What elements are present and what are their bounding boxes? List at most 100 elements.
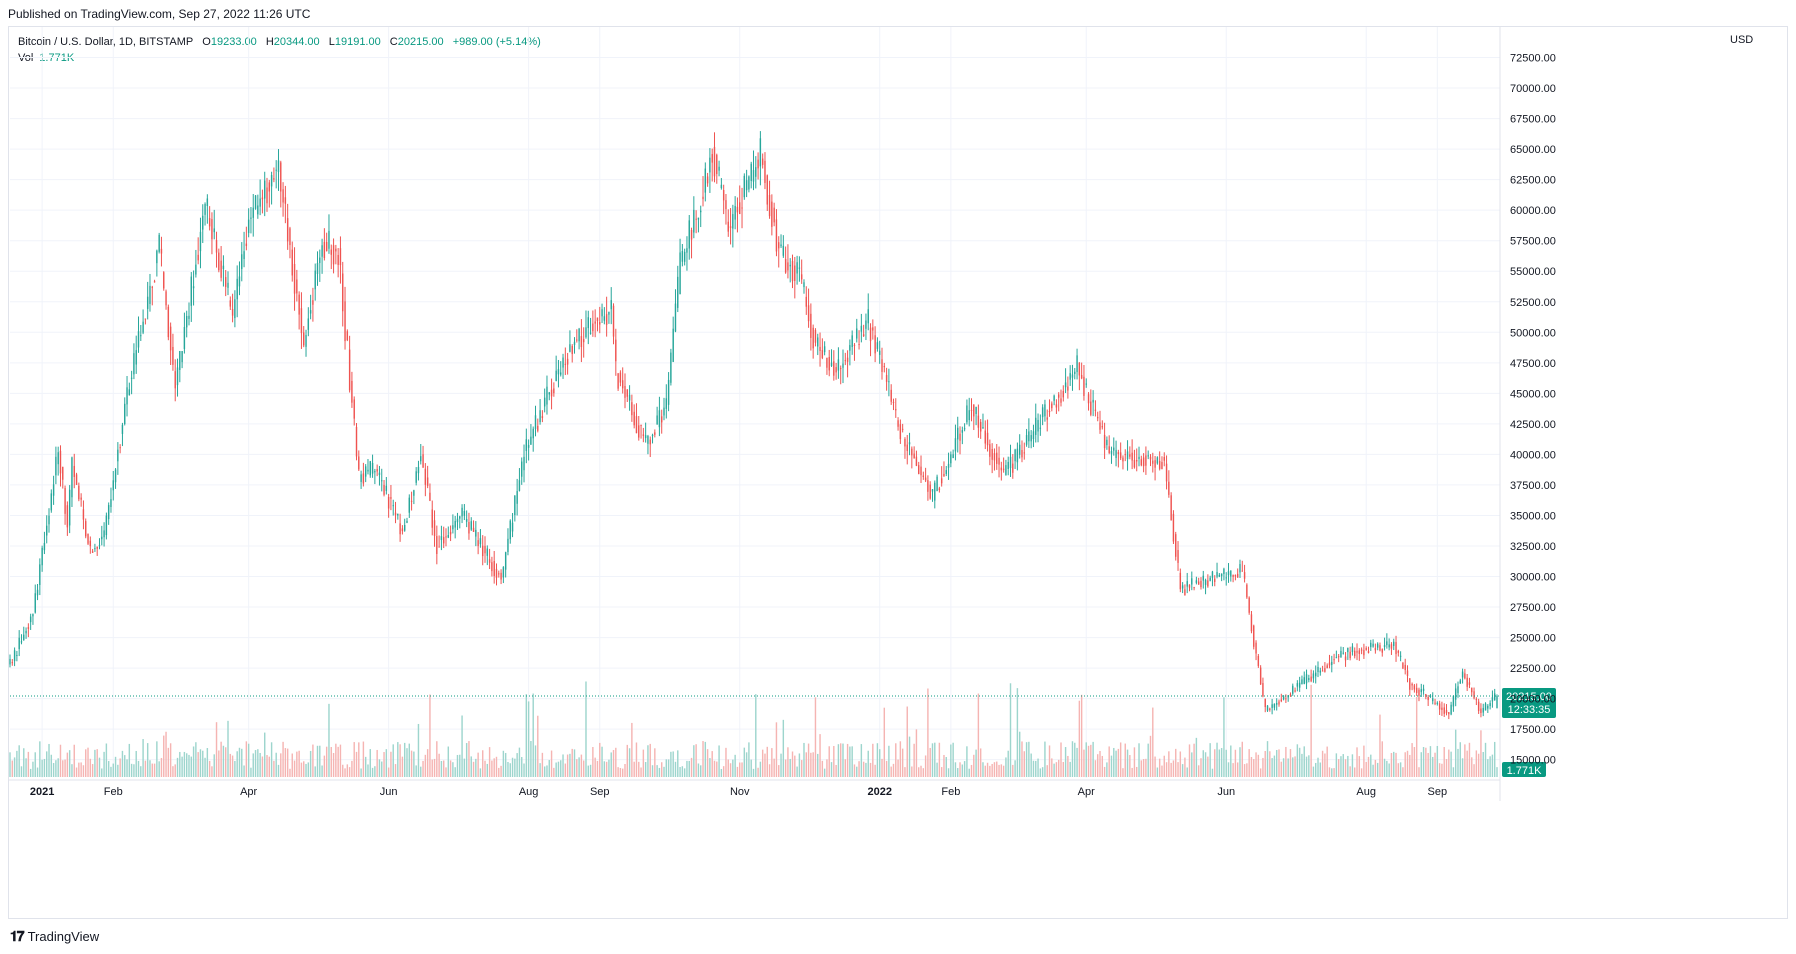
volume-bar xyxy=(1427,752,1429,777)
volume-bar xyxy=(631,722,633,777)
volume-bar xyxy=(530,741,532,777)
price-tick-label: 35000.00 xyxy=(1510,510,1556,522)
candle-body xyxy=(904,438,906,447)
volume-bar xyxy=(1331,768,1333,777)
volume-bar xyxy=(867,750,869,777)
volume-bar xyxy=(321,765,323,777)
candle-body xyxy=(176,367,179,386)
candle-body xyxy=(803,282,805,288)
volume-bar xyxy=(608,759,610,777)
volume-bar xyxy=(683,768,686,777)
volume-bar xyxy=(1035,760,1037,777)
candle-body xyxy=(899,424,902,440)
volume-bar xyxy=(1358,756,1361,777)
candle-body xyxy=(433,520,436,536)
candle-body xyxy=(1002,468,1005,470)
candle-body xyxy=(1234,575,1237,577)
volume-bar xyxy=(1374,759,1377,777)
volume-bar xyxy=(904,767,906,777)
volume-bar xyxy=(470,756,472,777)
volume-bar xyxy=(1292,757,1294,777)
volume-bar xyxy=(704,741,707,777)
candle-body xyxy=(1133,459,1136,468)
volume-bar xyxy=(1136,766,1138,777)
candle-body xyxy=(665,398,668,409)
volume-bar xyxy=(984,765,986,777)
candle-body xyxy=(1321,670,1324,672)
volume-bar xyxy=(1360,768,1363,777)
volume-bar xyxy=(1106,762,1108,777)
candle-body xyxy=(1060,398,1062,403)
candle-body xyxy=(1266,705,1269,711)
volume-bar xyxy=(468,741,470,777)
volume-bar xyxy=(424,754,427,777)
candle-body xyxy=(647,435,649,444)
candle-body xyxy=(1236,573,1239,578)
candle-body xyxy=(144,318,147,320)
candle-body xyxy=(1461,671,1464,678)
candle-body xyxy=(888,381,890,383)
volume-bar xyxy=(803,742,805,777)
candle-body xyxy=(59,450,62,474)
volume-bar xyxy=(1464,744,1466,777)
candle-body xyxy=(612,305,615,337)
volume-bar xyxy=(13,757,16,777)
volume-bar xyxy=(784,759,787,777)
volume-bar xyxy=(426,749,429,777)
volume-bar xyxy=(477,752,479,777)
candle-body xyxy=(651,434,654,436)
candle-body xyxy=(1051,403,1053,409)
tradingview-brand[interactable]: 𝟏𝟕 TradingView xyxy=(10,928,99,945)
volume-bar xyxy=(472,761,475,777)
candle-body xyxy=(915,456,918,466)
volume-bar xyxy=(353,742,355,777)
volume-bar xyxy=(1207,756,1209,777)
candle-body xyxy=(1018,444,1021,455)
candle-body xyxy=(303,332,305,346)
volume-bar xyxy=(461,715,463,777)
legend-low-label: L xyxy=(328,36,335,48)
candle-body xyxy=(1246,584,1248,598)
candle-body xyxy=(436,536,438,554)
volume-bar xyxy=(1411,743,1413,777)
candle-body xyxy=(337,254,339,265)
volume-bar xyxy=(213,754,215,777)
volume-bar xyxy=(289,768,291,777)
volume-bar xyxy=(229,753,232,777)
volume-bar xyxy=(548,760,550,777)
volume-bar xyxy=(124,755,126,777)
legend-symbol[interactable]: Bitcoin / U.S. Dollar, 1D, BITSTAMP xyxy=(18,36,194,48)
candle-body xyxy=(1149,456,1152,460)
volume-bar xyxy=(771,748,773,777)
candle-body xyxy=(119,447,121,449)
candle-body xyxy=(1358,650,1361,654)
candle-body xyxy=(766,175,768,205)
volume-bar xyxy=(309,750,312,777)
candle-body xyxy=(1450,704,1452,715)
volume-bar xyxy=(950,744,952,777)
candle-body xyxy=(628,394,631,401)
candle-body xyxy=(325,242,328,252)
candle-body xyxy=(991,448,993,460)
volume-bar xyxy=(876,743,879,777)
price-tick-label: 17500.00 xyxy=(1510,724,1556,736)
volume-bar xyxy=(1434,752,1436,777)
volume-badge-value: 1.771K xyxy=(1507,765,1543,777)
volume-bar xyxy=(18,745,20,777)
volume-bar xyxy=(1168,751,1170,777)
candle-body xyxy=(936,476,938,492)
candle-body xyxy=(709,157,711,173)
time-tick-label: Apr xyxy=(240,786,257,798)
volume-bar xyxy=(1016,688,1019,777)
candle-body xyxy=(415,471,417,483)
volume-bar xyxy=(153,763,156,777)
volume-bar xyxy=(475,758,477,777)
volume-bar xyxy=(319,745,321,777)
volume-bar xyxy=(716,761,718,777)
volume-bar xyxy=(897,759,899,777)
volume-bar xyxy=(732,759,734,777)
volume-bar xyxy=(775,722,778,777)
candle-body xyxy=(911,448,913,456)
volume-bar xyxy=(197,752,199,777)
